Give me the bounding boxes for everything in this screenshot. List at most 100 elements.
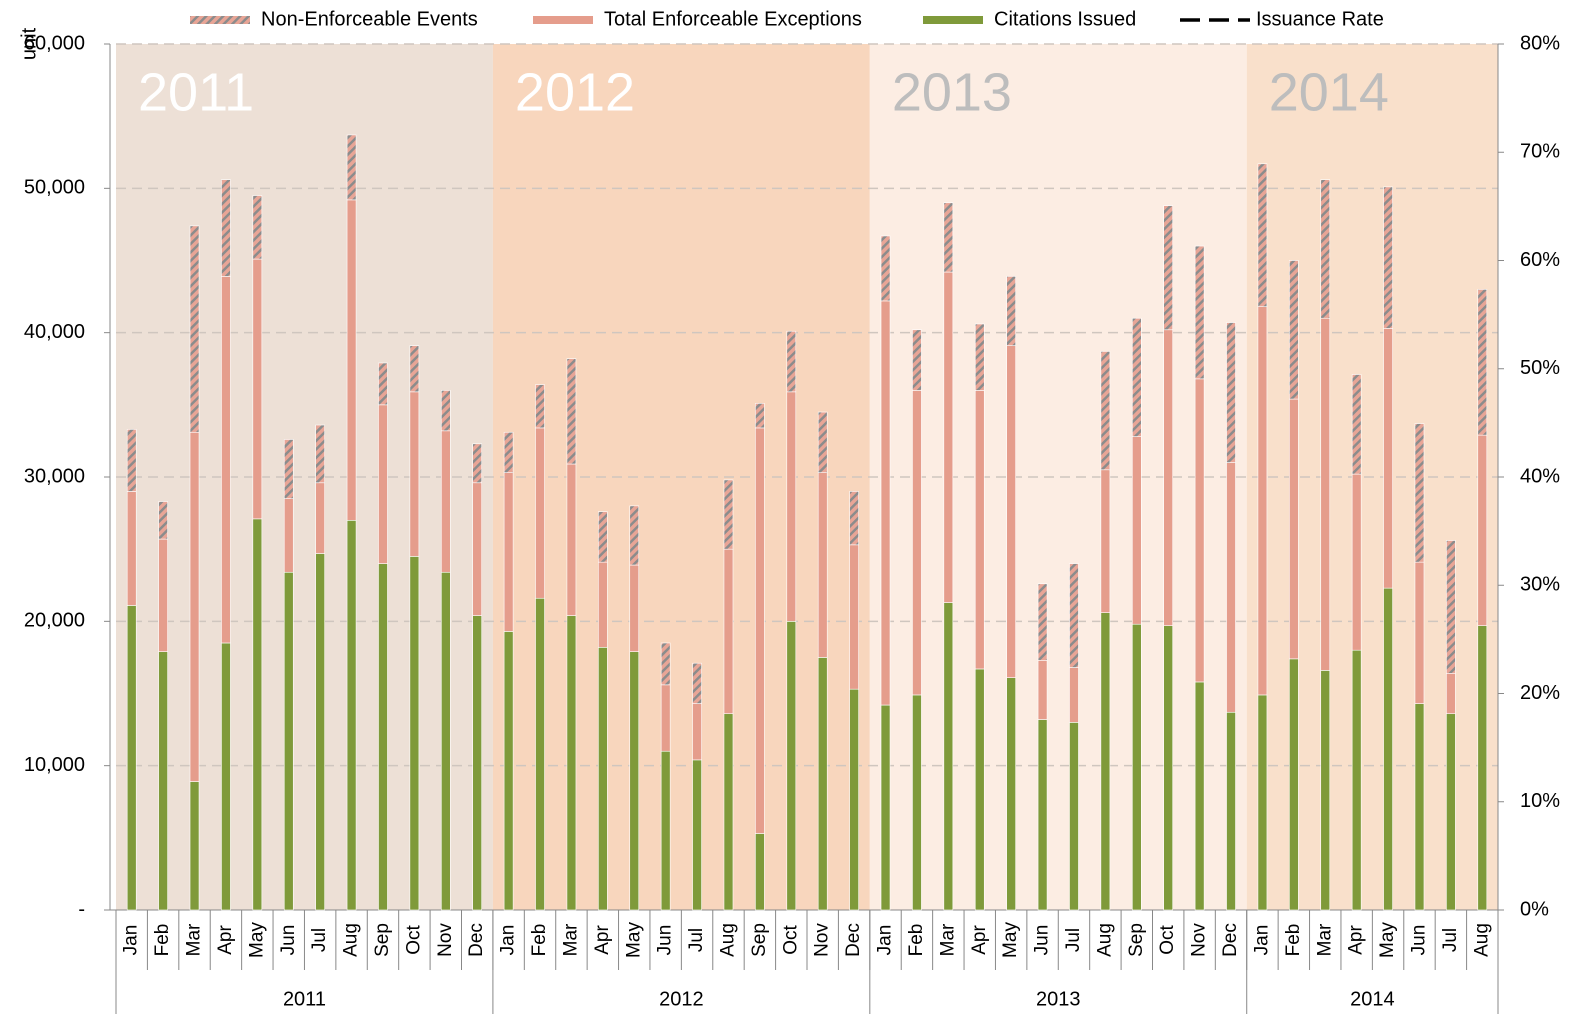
bar-segment [660,750,671,911]
bar-segment [158,538,168,652]
x-tick-label: Jul [1063,928,1084,952]
bar-segment [755,833,765,911]
bar-segment [283,498,294,573]
x-tick-label: Feb [1283,924,1304,957]
x-tick-label: Jan [121,925,142,956]
bar-segment [1226,711,1236,911]
bar-segment [189,781,200,911]
year-group-label: 2013 [1036,988,1081,1010]
x-tick-label: Aug [1094,923,1115,957]
x-tick-label: Apr [592,925,613,955]
x-tick-label: Apr [1346,925,1367,955]
legend-swatch [533,16,593,24]
x-tick-label: May [1377,922,1398,958]
bar-segment [346,519,357,911]
bar-segment [1226,322,1236,463]
bar-segment [1100,612,1111,911]
year-group-label: 2014 [1350,988,1395,1010]
bar-segment [692,759,702,911]
bar-segment [755,427,765,834]
bar-segment [1131,317,1142,437]
bar-segment [1320,670,1331,911]
x-tick-label: Jul [309,928,330,952]
x-tick-label: Dec [1220,923,1241,957]
bar-segment [755,403,765,429]
y-tick-label: 10,000 [24,754,85,776]
bar-segment [629,564,640,652]
y2-tick-label: 70% [1520,141,1560,163]
y-tick-label: 40,000 [24,321,85,343]
bar-segment [598,511,608,563]
bar-segment [1477,434,1488,626]
bar-segment [566,463,577,616]
bar-segment [1194,681,1205,911]
legend-label: Issuance Rate [1256,8,1384,30]
x-tick-label: Mar [1314,923,1335,956]
bar-segment [1257,163,1268,307]
bar-segment [849,544,859,690]
x-tick-label: Jun [655,925,676,956]
bar-segment [1163,625,1174,911]
bar-segment [660,642,671,686]
x-tick-label: Jan [498,925,519,956]
bar-segment [409,345,420,393]
bar-segment [252,518,263,911]
bar-segment [126,429,137,492]
bar-segment [1006,345,1016,678]
x-tick-label: Nov [435,923,456,957]
bar-segment [692,703,702,761]
year-band-label: 2013 [892,62,1012,122]
x-tick-label: Dec [843,923,864,957]
bar-segment [1100,351,1111,471]
x-tick-label: Jan [875,925,896,956]
x-tick-label: Feb [152,924,173,957]
bar-segment [786,391,797,622]
year-group-label: 2012 [659,988,704,1010]
bar-segment [252,195,263,260]
x-tick-label: Nov [812,923,833,957]
bar-segment [629,651,640,911]
bar-segment [1446,713,1456,911]
bar-segment [629,505,640,566]
bar-segment [1131,623,1142,911]
legend-label: Non-Enforceable Events [261,8,478,30]
bar-segment [440,430,451,573]
x-tick-label: Sep [749,923,770,957]
y-tick-label: 60,000 [24,32,85,54]
y-axis-label: unit [18,27,40,60]
x-tick-label: May [1000,922,1021,958]
bar-segment [378,362,388,406]
x-tick-label: Oct [403,925,424,955]
legend-swatch [190,16,250,24]
bar-segment [1069,563,1079,668]
bar-segment [1006,677,1016,911]
legend-label: Citations Issued [994,8,1136,30]
bar-segment [1383,186,1393,329]
bar-segment [440,571,451,911]
x-tick-label: Apr [215,925,236,955]
x-tick-label: Mar [937,923,958,956]
bar-segment [1351,473,1362,651]
y2-tick-label: 0% [1520,898,1549,920]
bar-segment [1414,561,1425,704]
year-band-label: 2014 [1269,62,1389,122]
bar-segment [817,472,828,658]
bar-segment [1351,649,1362,911]
bar-segment [1006,276,1016,346]
bar-segment [1037,719,1048,911]
bar-segment [221,642,231,911]
bar-segment [880,235,891,302]
bar-segment [472,482,483,616]
bar-segment [723,479,734,550]
bar-segment [660,684,671,752]
bar-segment [221,276,231,644]
bar-segment [1351,374,1362,475]
bar-segment [1383,328,1393,589]
bar-segment [283,571,294,911]
y2-tick-label: 60% [1520,249,1560,271]
bar-segment [1320,179,1331,319]
bar-segment [535,427,545,599]
legend-label: Total Enforceable Exceptions [604,8,862,30]
